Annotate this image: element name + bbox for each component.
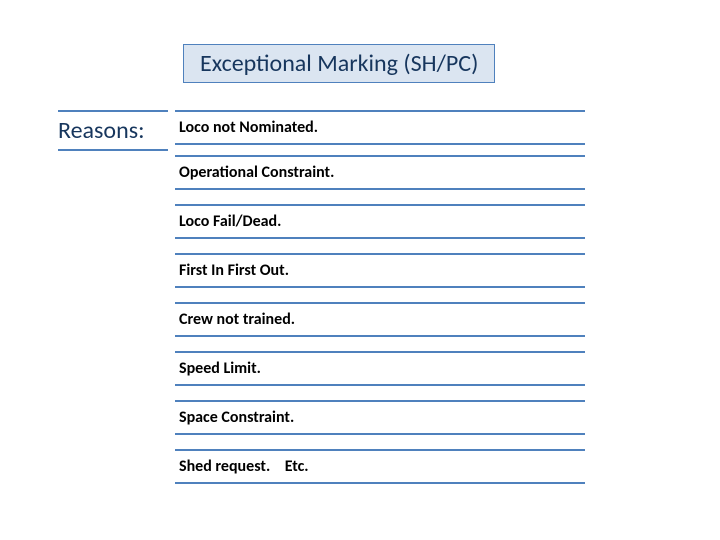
list-item: Speed Limit. xyxy=(175,351,585,386)
list-item: Loco not Nominated. xyxy=(175,110,585,145)
list-item: Space Constraint. xyxy=(175,400,585,435)
list-item: Crew not trained. xyxy=(175,302,585,337)
page-title: Exceptional Marking (SH/PC) xyxy=(183,44,495,83)
reasons-list: Loco not Nominated. Operational Constrai… xyxy=(175,110,585,498)
list-item: Loco Fail/Dead. xyxy=(175,204,585,239)
list-item: First In First Out. xyxy=(175,253,585,288)
list-item: Shed request. Etc. xyxy=(175,449,585,484)
list-item: Operational Constraint. xyxy=(175,155,585,190)
reasons-label: Reasons: xyxy=(58,110,168,151)
